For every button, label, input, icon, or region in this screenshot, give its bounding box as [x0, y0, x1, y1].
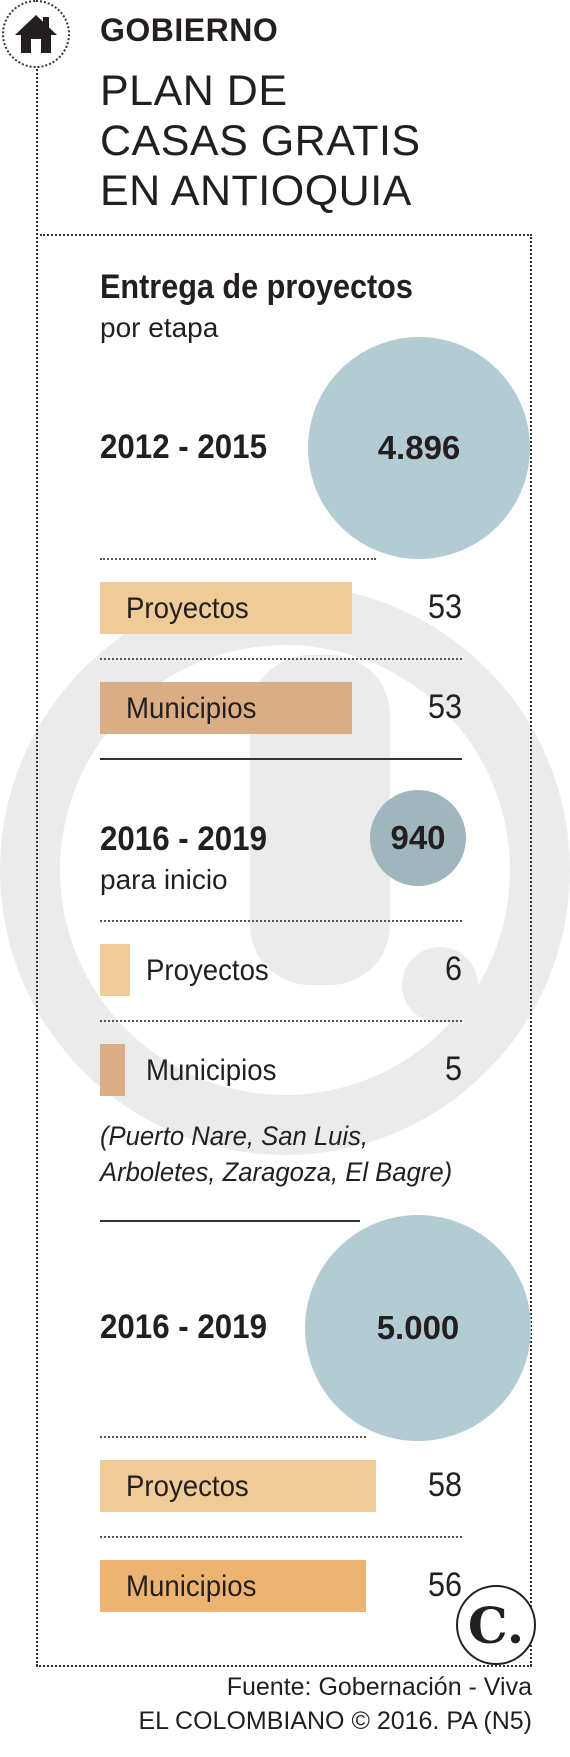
- total-value-3: 5.000: [376, 1309, 460, 1346]
- value-municipios-2: 5: [444, 1050, 462, 1088]
- divider: [100, 1536, 462, 1538]
- bar-proyectos-3: [100, 1460, 376, 1512]
- frame-bottom-border: [36, 1665, 532, 1667]
- headline-line-2: CASAS GRATIS: [100, 117, 421, 165]
- headline-line-3: EN ANTIOQUIA: [100, 167, 412, 215]
- bar-municipios-2: [100, 1044, 125, 1096]
- home-icon: [2, 0, 70, 68]
- note-line-2: Arboletes, Zaragoza, El Bagre): [100, 1157, 453, 1187]
- kicker: GOBIERNO: [100, 12, 279, 48]
- divider: [100, 558, 376, 560]
- credit-text: EL COLOMBIANO © 2016. PA (N5): [138, 1707, 532, 1735]
- headline: PLAN DE CASAS GRATIS EN ANTIOQUIA: [100, 66, 421, 216]
- bar-label-proyectos-1: Proyectos: [126, 592, 249, 625]
- chart-title: Entrega de proyectos: [100, 268, 413, 306]
- bar-label-proyectos-3: Proyectos: [126, 1470, 249, 1503]
- bar-label-municipios-3: Municipios: [126, 1570, 257, 1603]
- bar-label-proyectos-2: Proyectos: [146, 954, 269, 987]
- el-colombiano-logo: C.: [456, 1585, 536, 1665]
- value-proyectos-2: 6: [444, 950, 462, 988]
- divider: [100, 1020, 462, 1022]
- value-municipios-1: 53: [427, 688, 462, 726]
- frame-top-border: [40, 234, 532, 236]
- group-separator: [100, 1220, 360, 1222]
- total-bubble-3: 5.000: [305, 1215, 531, 1441]
- value-municipios-3: 56: [427, 1566, 462, 1604]
- source-text: Fuente: Gobernación - Viva: [226, 1673, 532, 1701]
- bar-proyectos-2: [100, 944, 130, 996]
- value-proyectos-3: 58: [427, 1466, 462, 1504]
- bar-label-municipios-2: Municipios: [146, 1054, 277, 1087]
- frame-left-border: [36, 66, 38, 1666]
- total-value-2: 940: [390, 819, 446, 856]
- logo-text: C.: [467, 1595, 525, 1655]
- chart-subtitle: por etapa: [100, 312, 219, 343]
- total-value-1: 4.896: [377, 429, 461, 466]
- divider: [100, 1436, 366, 1438]
- total-bubble-2: 940: [370, 790, 466, 886]
- bar-municipios-1: [100, 682, 352, 734]
- period-note-2: para inicio: [100, 864, 228, 895]
- divider: [100, 658, 462, 660]
- total-bubble-1: 4.896: [308, 337, 530, 559]
- period-label-1: 2012 - 2015: [100, 428, 267, 466]
- headline-line-1: PLAN DE: [100, 67, 288, 115]
- watermark-logo: [0, 585, 570, 1155]
- bar-proyectos-1: [100, 582, 352, 634]
- divider: [100, 920, 462, 922]
- bar-label-municipios-1: Municipios: [126, 692, 257, 725]
- period-label-2: 2016 - 2019: [100, 820, 267, 858]
- bar-municipios-3: [100, 1560, 366, 1612]
- group-separator: [100, 758, 462, 760]
- period-label-3: 2016 - 2019: [100, 1308, 267, 1346]
- municipios-note: (Puerto Nare, San Luis, Arboletes, Zarag…: [100, 1118, 452, 1190]
- value-proyectos-1: 53: [427, 588, 462, 626]
- frame-right-border: [530, 234, 532, 1666]
- note-line-1: (Puerto Nare, San Luis,: [100, 1121, 369, 1151]
